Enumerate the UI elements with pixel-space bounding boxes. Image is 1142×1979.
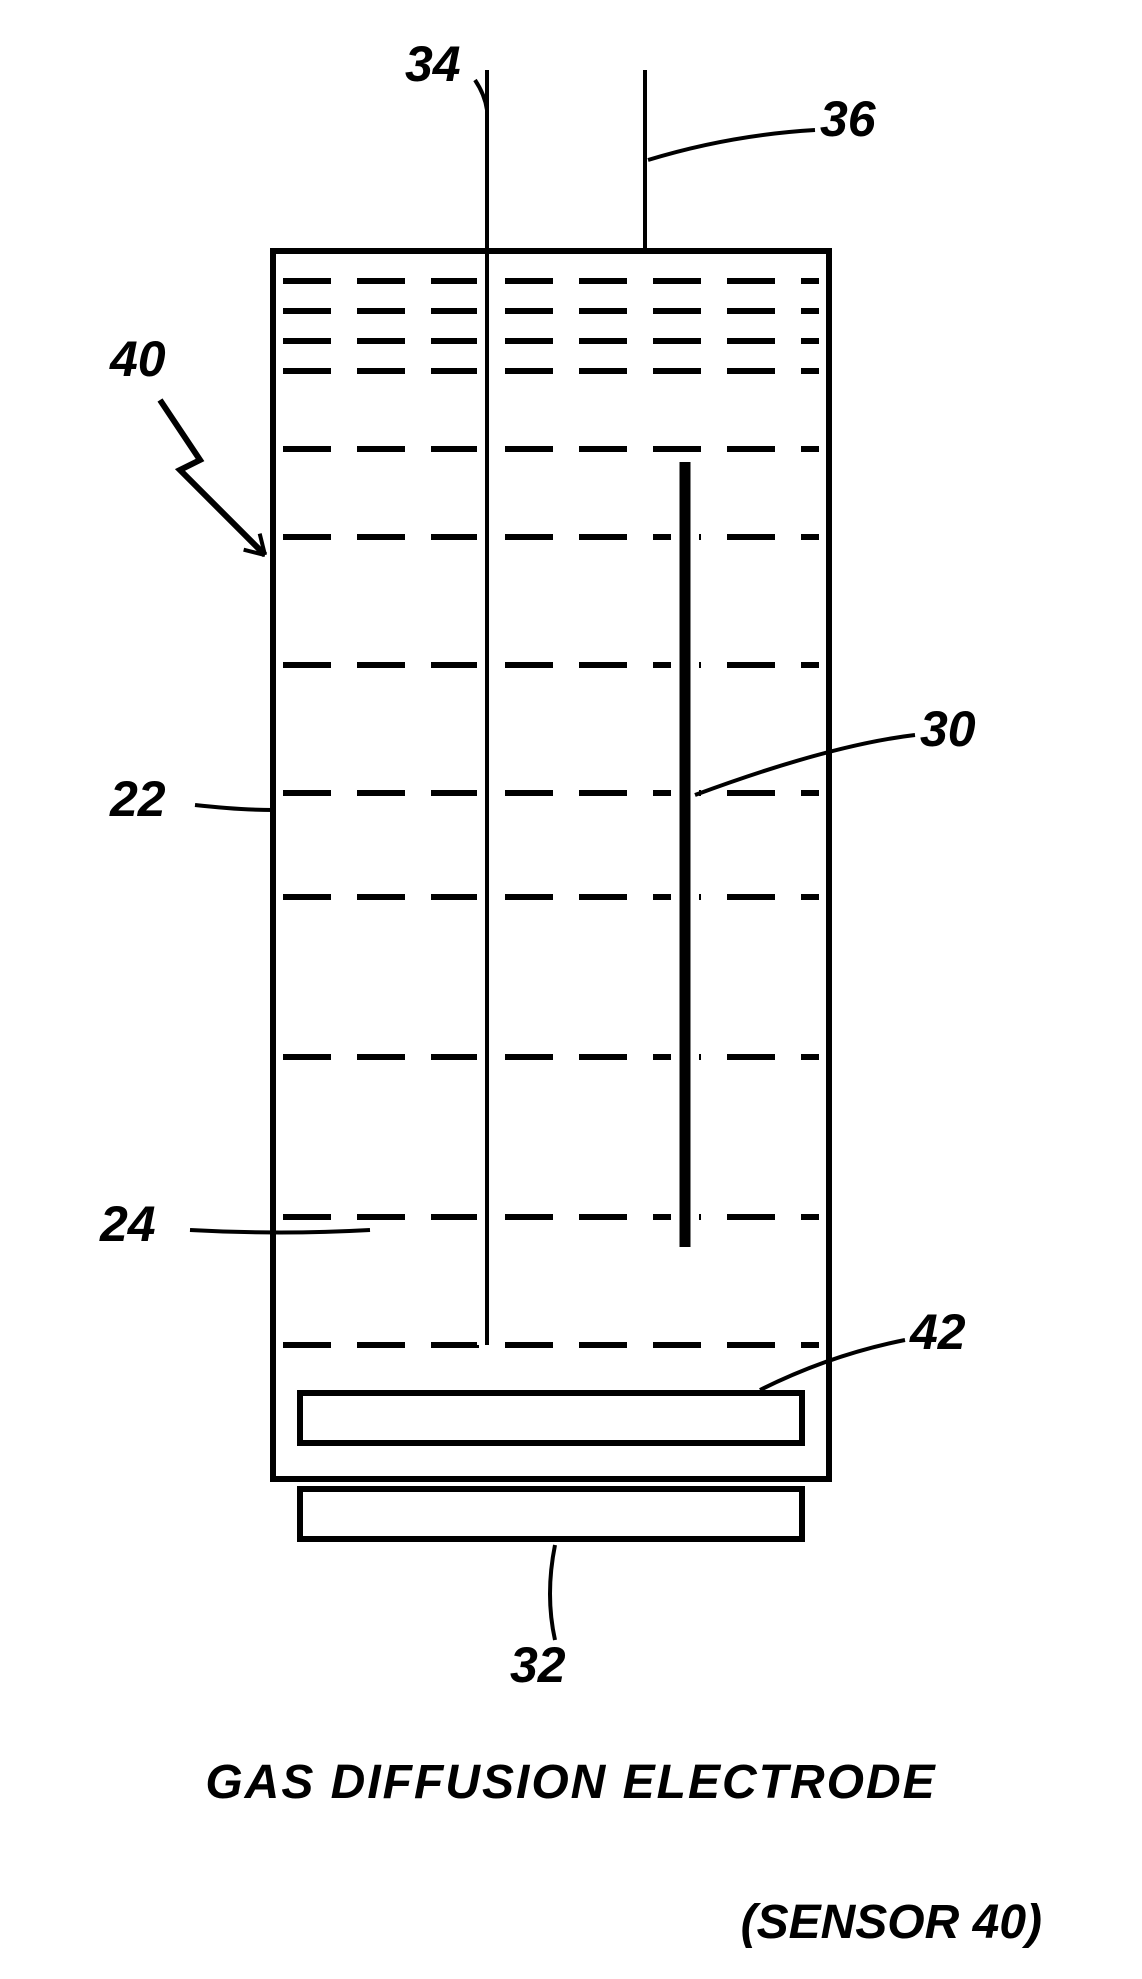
diagram-container: 34 36 40 30 22 24 42 32 GAS DIFFUSION EL… [0,0,1142,1979]
diagram-svg [0,0,1142,1979]
label-36: 36 [820,90,876,148]
diagram-title: GAS DIFFUSION ELECTRODE [0,1755,1142,1810]
diagram-subtitle: (SENSOR 40) [0,1895,1142,1950]
label-22: 22 [110,770,166,828]
label-40: 40 [110,330,166,388]
label-32: 32 [510,1636,566,1694]
label-30: 30 [920,700,976,758]
label-24: 24 [100,1195,156,1253]
label-42: 42 [910,1303,966,1361]
label-34: 34 [405,35,461,93]
